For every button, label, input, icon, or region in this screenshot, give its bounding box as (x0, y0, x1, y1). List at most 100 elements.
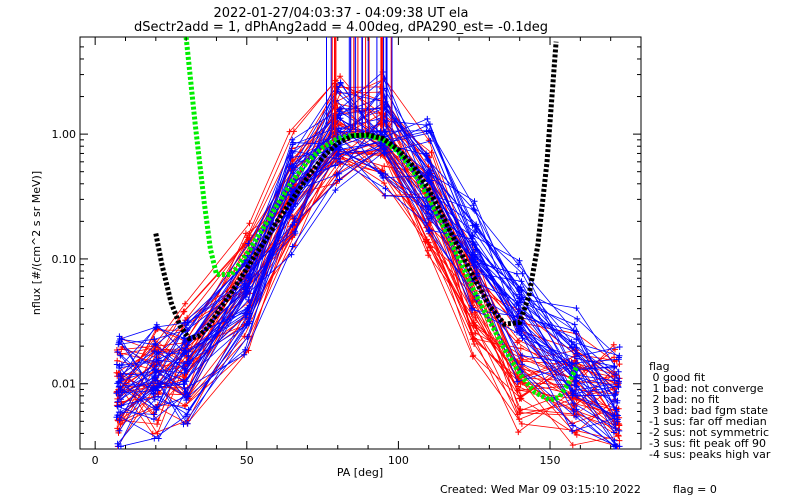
blue-spectrum-point (518, 278, 525, 285)
blue-spectrum-point (241, 351, 248, 358)
blue-spectrum-point (382, 185, 389, 192)
blue-spectrum-point (116, 427, 123, 434)
black-fit-curve (153, 41, 559, 342)
blue-spectrum-point (424, 115, 431, 122)
footer-flag: flag = 0 (673, 483, 717, 496)
blue-spectrum-line (120, 115, 614, 413)
blue-spectrum-point (183, 397, 190, 404)
blue-spectrum-point (153, 368, 160, 375)
red-spectrum-point (612, 346, 618, 353)
blue-spectrum-point (569, 428, 576, 435)
red-spectrum-point (518, 420, 525, 427)
red-spectrum-point (427, 244, 434, 251)
blue-spectrum-point (181, 351, 188, 358)
red-spectrum-point (155, 417, 162, 424)
blue-spectrum-point (153, 362, 160, 369)
legend-item-6: -3 sus: fit peak off 90 (649, 437, 766, 450)
blue-spectrum-point (335, 125, 342, 132)
blue-spectrum-point (337, 105, 344, 112)
blue-spectrum-point (612, 391, 619, 398)
y-tick-label: 0.10 (52, 253, 77, 266)
blue-spectrum-point (613, 388, 620, 395)
blue-spectrum-point (574, 315, 581, 322)
blue-spectrum-point (181, 319, 188, 326)
blue-spectrum-line (118, 144, 619, 397)
blue-spectrum-point (151, 348, 158, 354)
blue-spectrum-point (513, 270, 520, 277)
red-spectrum-point (516, 409, 523, 416)
blue-spectrum-point (572, 373, 579, 380)
legend-item-5: -2 sus: not symmetric (649, 426, 769, 439)
blue-spectrum-point (471, 229, 478, 236)
blue-spectrum-point (425, 228, 432, 235)
blue-spectrum-point (292, 164, 299, 171)
blue-spectrum-point (242, 346, 249, 353)
plot-frame (79, 36, 642, 450)
red-spectrum-point (517, 345, 524, 352)
blue-spectrum-point (515, 261, 522, 268)
legend: flag 0 good fit 1 bad: not converge 2 ba… (649, 360, 771, 461)
blue-spectrum-point (113, 361, 120, 368)
y-tick-label: 1.00 (52, 128, 77, 141)
blue-spectrum-point (153, 406, 160, 413)
blue-spectrum-point (470, 254, 477, 261)
blue-spectrum-point (155, 349, 162, 356)
blue-spectrum-point (116, 392, 123, 399)
blue-spectrum-point (615, 368, 622, 375)
red-spectrum-point (381, 180, 388, 187)
blue-spectrum-line (117, 87, 618, 401)
blue-spectrum-point (113, 414, 120, 421)
blue-spectrum-point (471, 251, 478, 258)
blue-spectrum-point (118, 336, 125, 343)
blue-spectrum-point (116, 362, 123, 369)
blue-spectrum-point (115, 443, 122, 450)
blue-spectrum-point (516, 299, 523, 306)
red-spectrum-point (515, 429, 522, 436)
red-spectrum-line (121, 158, 619, 416)
blue-spectrum-point (573, 413, 579, 420)
blue-spectrum-point (423, 219, 429, 226)
blue-spectrum-point (114, 403, 121, 410)
red-spectrum-point (471, 335, 478, 342)
blue-spectrum-point (117, 352, 124, 359)
blue-spectrum-point (425, 170, 432, 177)
blue-spectrum-point (149, 385, 156, 392)
legend-item-7: -4 sus: peaks high var (649, 448, 771, 461)
blue-spectrum-point (611, 429, 617, 436)
blue-spectrum-point (514, 378, 521, 385)
red-spectrum-line (117, 120, 615, 412)
blue-spectrum-point (570, 400, 577, 406)
red-spectrum-point (337, 73, 344, 80)
blue-spectrum-point (152, 386, 159, 393)
blue-spectrum-point (515, 284, 521, 291)
blue-spectrum-point (116, 383, 123, 390)
legend-item-4: -1 sus: far off median (649, 415, 767, 428)
blue-spectrum-line (118, 136, 619, 420)
blue-spectrum-point (243, 312, 250, 319)
blue-spectrum-point (423, 150, 430, 157)
blue-spectrum-point (155, 393, 162, 400)
blue-spectrum-point (292, 230, 299, 237)
red-spectrum-point (113, 369, 120, 376)
blue-spectrum-point (571, 321, 578, 328)
blue-spectrum-point (150, 416, 157, 423)
x-tick-label: 100 (388, 454, 409, 467)
blue-spectrum-point (337, 79, 344, 86)
blue-spectrum-point (332, 162, 339, 169)
red-spectrum-point (610, 341, 617, 348)
blue-spectrum-point (611, 412, 618, 419)
blue-spectrum-point (573, 305, 580, 312)
red-spectrum-point (615, 433, 622, 439)
blue-spectrum-point (471, 198, 478, 205)
red-spectrum-point (154, 430, 161, 437)
y-tick-label: 0.01 (52, 378, 77, 391)
blue-spectrum-line (119, 131, 617, 410)
blue-spectrum-point (291, 219, 298, 226)
blue-spectrum-point (615, 356, 622, 363)
x-tick-label: 50 (240, 454, 254, 467)
blue-spectrum-point (473, 221, 480, 228)
blue-spectrum-point (377, 142, 384, 149)
blue-spectrum-point (288, 251, 295, 258)
blue-spectrum-line (119, 110, 616, 425)
blue-spectrum-point (180, 421, 187, 428)
